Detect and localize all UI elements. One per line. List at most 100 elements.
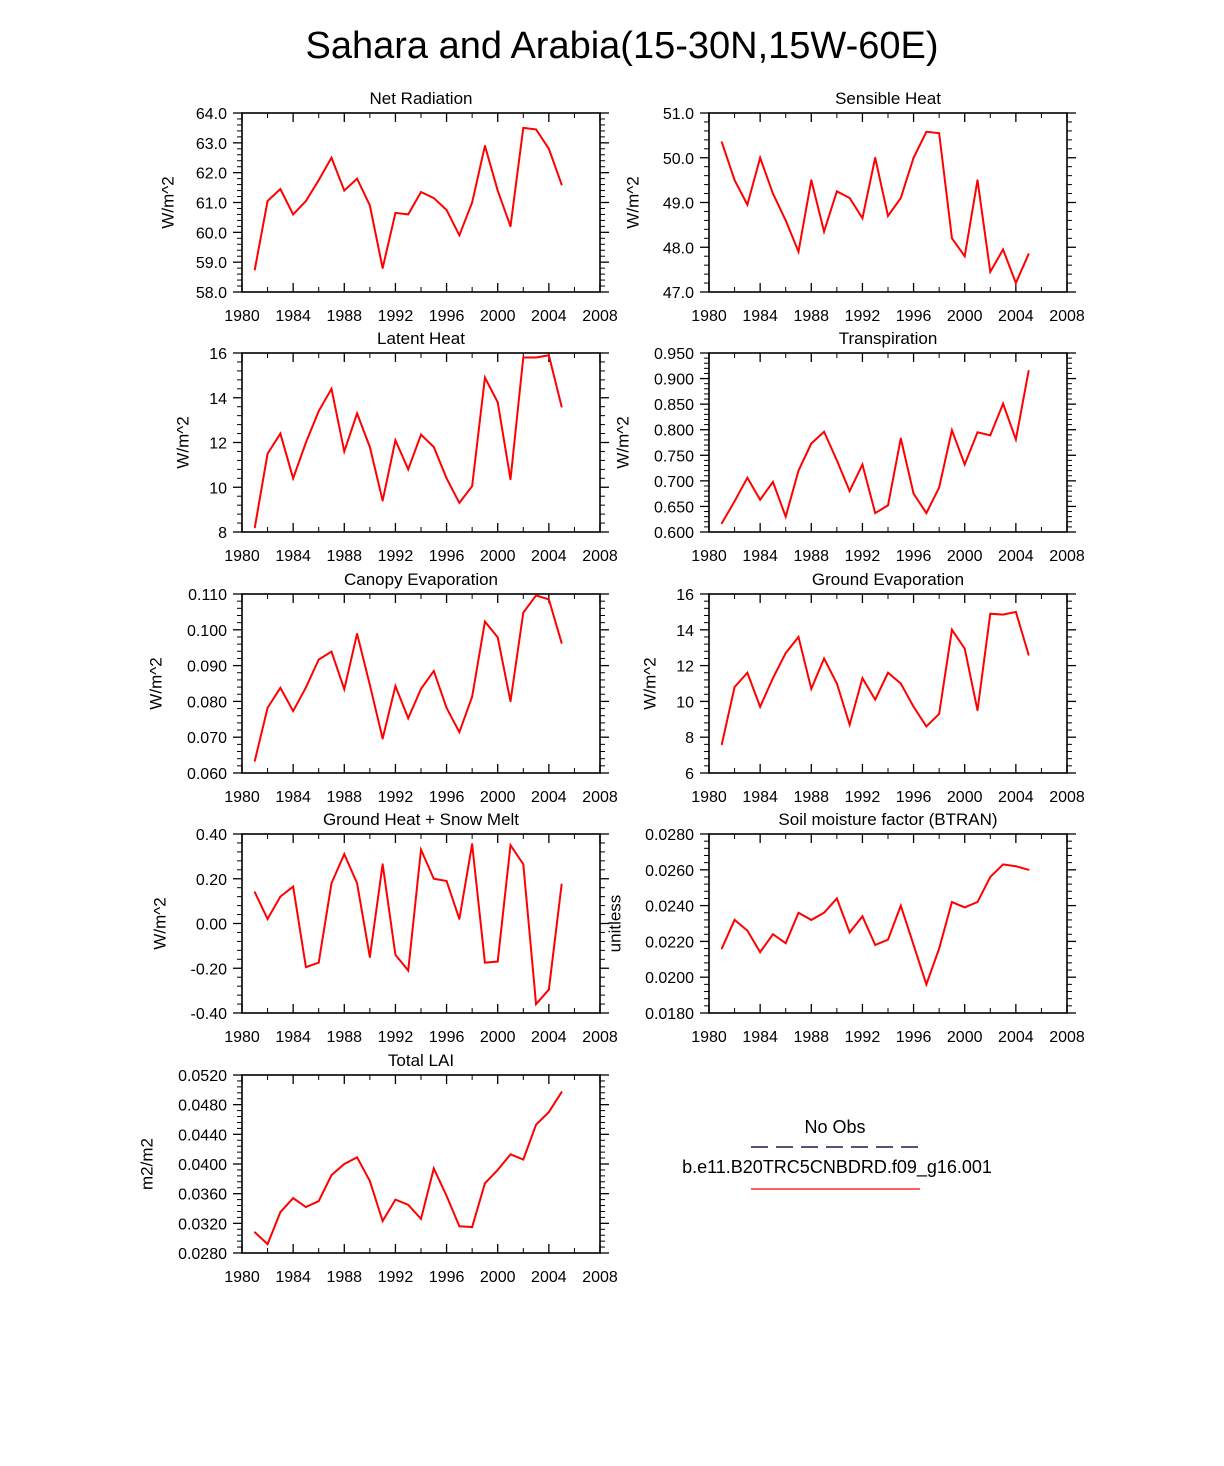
data-point: [848, 723, 851, 726]
y-tick-label: 0.600: [654, 525, 694, 542]
panel-title: Canopy Evaporation: [344, 570, 498, 589]
data-point: [963, 463, 966, 466]
y-tick-label: 0.0360: [178, 1187, 227, 1204]
y-tick-label: 0.060: [187, 766, 227, 783]
legend: No Obs b.e11.B20TRC5CNBDRD.f09_g16.001: [682, 1117, 992, 1190]
x-tick-label: 2000: [480, 1269, 516, 1286]
panel-5: 1980 1984 1988 1992 1996 2000 2004 2008 0.060 0.0…: [146, 570, 617, 806]
y-tick-label: 0.0480: [178, 1098, 227, 1115]
data-point: [509, 1153, 512, 1156]
data-point: [810, 442, 813, 445]
data-point: [861, 463, 864, 466]
data-point: [784, 652, 787, 654]
plot-frame: [708, 833, 1068, 1014]
data-point: [1002, 863, 1004, 866]
y-tick-label: 63.0: [196, 136, 227, 153]
y-tick-label: 0.0220: [645, 934, 694, 951]
x-tick-label: 2000: [480, 308, 516, 325]
data-point: [861, 915, 864, 918]
data-point: [330, 650, 333, 653]
series-line: [253, 842, 563, 1007]
y-tick-label: 0.850: [654, 397, 694, 414]
data-point: [343, 450, 346, 453]
data-point: [279, 188, 282, 190]
data-point: [963, 906, 966, 909]
data-point: [343, 1163, 346, 1165]
x-tick-label: 1980: [224, 789, 260, 806]
data-point: [266, 918, 269, 920]
data-point: [772, 480, 774, 483]
panel-4: 1980 1984 1988 1992 1996 2000 2004 2008 0.600 0.6…: [613, 329, 1084, 565]
data-point: [560, 1091, 563, 1093]
x-tick-label: 2004: [531, 308, 567, 325]
x-tick-label: 1996: [896, 308, 932, 325]
y-tick-label: 0.100: [187, 623, 227, 640]
y-tick-label: 0.700: [654, 474, 694, 491]
data-point: [912, 492, 915, 495]
y-axis-label: W/m^2: [158, 176, 177, 228]
x-tick-label: 1996: [429, 1269, 465, 1286]
y-tick-label: 50.0: [663, 151, 694, 168]
data-point: [938, 713, 941, 715]
x-tick-label: 2000: [947, 548, 983, 565]
plot-frame: [241, 593, 601, 774]
plot-frame: [241, 352, 601, 533]
x-tick-label: 1988: [326, 548, 362, 565]
panel-1: 1980 1984 1988 1992 1996 2000 2004 2008 58.0 59.0…: [158, 89, 617, 325]
x-tick-label: 1984: [275, 1029, 311, 1046]
data-point: [381, 863, 384, 866]
data-point: [976, 431, 979, 434]
panel-title: Ground Heat + Snow Melt: [323, 810, 519, 829]
x-tick-label: 1980: [224, 1029, 260, 1046]
data-point: [368, 204, 371, 207]
data-point: [848, 931, 851, 934]
data-point: [266, 200, 269, 202]
x-tick-label: 1984: [742, 789, 778, 806]
data-point: [912, 705, 915, 708]
data-point: [887, 938, 889, 941]
data-point: [1002, 613, 1004, 616]
x-tick-label: 1984: [275, 789, 311, 806]
data-point: [458, 731, 461, 734]
data-point: [560, 883, 563, 886]
data-point: [874, 512, 877, 514]
data-point: [1027, 653, 1030, 656]
x-tick-label: 2008: [582, 789, 618, 806]
data-point: [471, 485, 474, 488]
data-point: [772, 933, 774, 936]
y-axis-label: W/m^2: [613, 416, 632, 468]
x-tick-label: 1988: [793, 548, 829, 565]
data-point: [253, 891, 256, 894]
x-tick-label: 1984: [275, 308, 311, 325]
data-point: [484, 961, 486, 964]
data-point: [407, 717, 410, 720]
data-point: [874, 944, 877, 946]
y-tick-label: 64.0: [196, 106, 227, 123]
data-point: [899, 682, 902, 685]
data-point: [733, 919, 736, 921]
data-point: [394, 439, 397, 442]
series-line: [254, 1091, 563, 1246]
data-point: [253, 1231, 256, 1234]
x-tick-label: 2004: [531, 1029, 567, 1046]
data-point: [925, 130, 928, 133]
series-line: [253, 354, 563, 528]
data-point: [496, 636, 499, 639]
y-tick-label: 12: [209, 436, 227, 453]
data-point: [522, 356, 525, 359]
data-point: [381, 267, 384, 270]
y-axis-label: W/m^2: [623, 176, 642, 228]
y-axis-label: W/m^2: [640, 657, 659, 709]
data-point: [356, 882, 358, 885]
data-point: [720, 522, 723, 525]
x-tick-label: 1996: [429, 548, 465, 565]
data-point: [305, 1206, 307, 1208]
data-point: [899, 904, 902, 907]
data-point: [266, 1243, 269, 1245]
x-tick-label: 2004: [998, 548, 1034, 565]
data-point: [509, 225, 512, 228]
x-tick-label: 1988: [326, 1269, 362, 1286]
data-point: [1014, 865, 1017, 868]
y-tick-label: 0.900: [654, 372, 694, 389]
data-point: [266, 706, 269, 709]
